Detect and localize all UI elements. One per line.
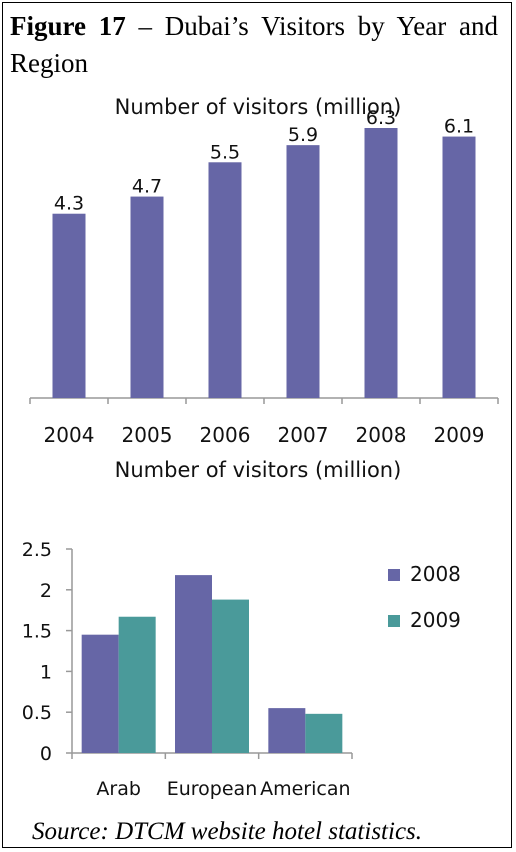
x-tick-label-European: European xyxy=(167,778,258,800)
data-label-2009: 6.1 xyxy=(444,116,474,138)
x-tick-label-2005: 2005 xyxy=(122,423,173,447)
bar-American-2008 xyxy=(268,708,306,753)
data-label-2006: 5.5 xyxy=(210,141,240,163)
x-tick-label-2007: 2007 xyxy=(278,423,329,447)
bar-Arab-2009 xyxy=(118,616,156,753)
y-tick-label-1.5: 1.5 xyxy=(22,621,52,643)
bar-2007 xyxy=(286,145,320,398)
x-tick-label-2009: 2009 xyxy=(434,423,485,447)
y-tick-label-0: 0 xyxy=(40,743,52,765)
bar-2005 xyxy=(130,196,164,398)
x-tick-label-2006: 2006 xyxy=(200,423,251,447)
chart2-visitors-by-region: 0 0.5 1 1.5 2 2.5 Arab European American 2008 2009 xyxy=(22,539,461,800)
data-label-2004: 4.3 xyxy=(54,193,84,215)
bar-American-2009 xyxy=(305,713,343,753)
source-note: Source: DTCM website hotel statistics. xyxy=(32,818,423,845)
chart2-title: Number of visitors (million) xyxy=(114,458,402,482)
y-tick-label-2: 2 xyxy=(40,580,52,602)
x-tick-label-Arab: Arab xyxy=(96,778,141,800)
figure-caption-text: – Dubai’s Visitors by Year and Region xyxy=(10,11,498,78)
figure-caption: Figure 17 – Dubai’s Visitors by Year and… xyxy=(10,8,498,82)
legend-label-2009: 2009 xyxy=(410,608,461,632)
figure-label: Figure 17 xyxy=(10,11,126,41)
bar-2009 xyxy=(442,136,476,399)
bar-2006 xyxy=(208,162,242,398)
bar-2004 xyxy=(52,213,86,398)
legend-label-2008: 2008 xyxy=(410,562,461,586)
y-tick-label-0.5: 0.5 xyxy=(22,702,52,724)
chart1-title: Number of visitors (million) xyxy=(114,95,402,119)
y-tick-label-1: 1 xyxy=(40,661,52,683)
x-tick-label-American: American xyxy=(260,778,350,800)
chart1-yearly-visitors: 4.3 2004 4.7 2005 5.5 2006 5.9 2007 6.3 2008 6.1 20… xyxy=(29,107,499,447)
bar-European-2009 xyxy=(212,599,249,753)
legend-swatch-2009 xyxy=(388,615,400,627)
x-tick-label-2008: 2008 xyxy=(356,423,407,447)
x-tick-label-2004: 2004 xyxy=(44,423,95,447)
data-label-2007: 5.9 xyxy=(288,124,318,146)
y-tick-label-2.5: 2.5 xyxy=(22,539,52,561)
bar-Arab-2008 xyxy=(81,634,119,753)
data-label-2005: 4.7 xyxy=(132,176,162,198)
bar-2008 xyxy=(364,128,398,398)
legend-swatch-2008 xyxy=(388,569,400,581)
data-label-2008: 6.3 xyxy=(366,107,396,129)
bar-European-2008 xyxy=(175,575,212,753)
